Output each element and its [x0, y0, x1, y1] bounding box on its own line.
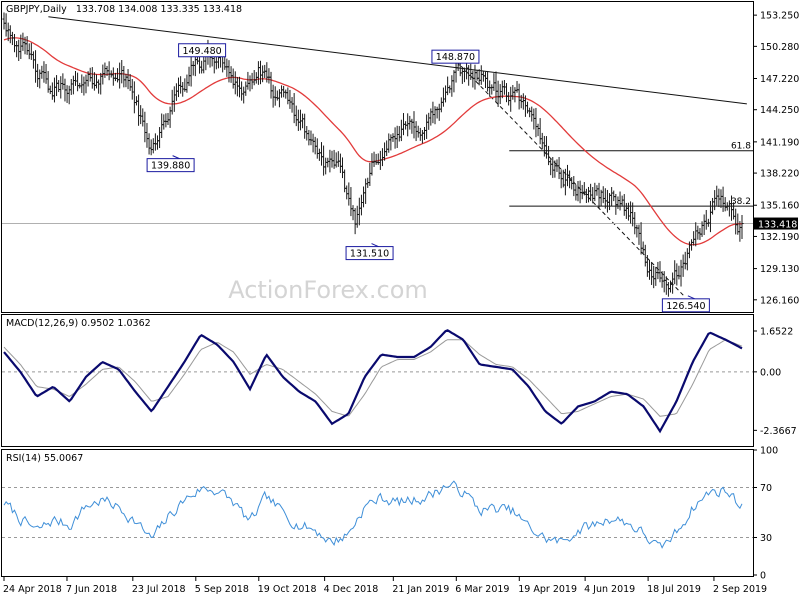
watermark: ActionForex.com — [228, 276, 428, 304]
trendline — [48, 16, 747, 105]
rsi-y-tick-label: 0 — [760, 571, 766, 582]
macd-y-tick-label: 1.6522 — [760, 327, 793, 338]
rsi-panel-title: RSI(14) 55.0067 — [6, 453, 83, 464]
swing-label-box — [345, 246, 394, 261]
projection-line — [455, 60, 685, 297]
fib-level-label: 38.2 — [731, 197, 751, 207]
macd-y-tick-label: 0.00 — [760, 367, 781, 378]
price-y-tick-label: 132.190 — [760, 232, 799, 243]
moving-average-line — [3, 37, 742, 246]
rsi-y-tick-label: 100 — [760, 446, 778, 457]
price-y-tick-label: 138.220 — [760, 169, 799, 180]
rsi-panel-frame — [1, 449, 754, 577]
swing-label: 139.880 — [151, 161, 190, 172]
x-tick-label: 7 Jun 2018 — [66, 584, 117, 595]
price-panel-frame — [1, 1, 754, 313]
last-price-label: 133.418 — [758, 220, 797, 231]
price-annotations-layer: 149.480 139.880 131.510 148.870 126.540 — [146, 43, 710, 313]
macd-panel-title: MACD(12,26,9) 0.9502 1.0362 — [6, 318, 151, 329]
x-tick-label: 19 Apr 2019 — [518, 584, 577, 595]
x-tick-label: 2 Sep 2019 — [713, 584, 767, 595]
swing-label-box — [146, 158, 195, 173]
rsi-y-tick-label: 30 — [760, 533, 772, 544]
price-y-tick-label: 144.250 — [760, 105, 799, 116]
macd-line — [3, 329, 743, 434]
x-tick-label: 21 Jan 2019 — [392, 584, 449, 595]
price-bar — [740, 215, 744, 240]
price-bars-layer — [2, 12, 744, 297]
price-y-tick-label: 141.190 — [760, 137, 799, 148]
macd-layer — [2, 329, 753, 434]
x-tick-label: 24 Apr 2018 — [3, 584, 62, 595]
swing-label: 126.540 — [666, 301, 705, 312]
x-tick-label: 4 Jun 2019 — [584, 584, 635, 595]
x-tick-label: 5 Sep 2018 — [195, 584, 249, 595]
price-y-tick-label: 147.220 — [760, 74, 799, 85]
x-tick-label: 23 Jul 2018 — [132, 584, 186, 595]
x-tick-label: 18 Jul 2019 — [647, 584, 701, 595]
price-y-tick-label: 153.250 — [760, 11, 799, 22]
rsi-layer — [2, 480, 753, 549]
swing-label-box — [178, 43, 227, 58]
macd-y-tick-label: -2.3667 — [760, 426, 797, 437]
swing-label: 148.870 — [436, 52, 475, 63]
macd-panel-frame — [1, 314, 754, 447]
swing-label-box — [661, 298, 710, 313]
rsi-y-tick-label: 70 — [760, 483, 772, 494]
symbol-label: GBPJPY,Daily — [6, 4, 67, 15]
last-price-tag — [754, 217, 798, 230]
swing-label: 131.510 — [350, 249, 389, 260]
price-y-tick-label: 129.130 — [760, 264, 799, 275]
price-y-tick-label: 150.280 — [760, 42, 799, 53]
price-panel-title: GBPJPY,Daily 133.708 134.008 133.335 133… — [6, 4, 242, 15]
swing-label-box — [431, 49, 480, 64]
ohlc-values: 133.708 134.008 133.335 133.418 — [76, 4, 242, 15]
price-y-tick-label: 135.160 — [760, 201, 799, 212]
fib-level-label: 61.8 — [731, 142, 751, 152]
x-tick-label: 6 Mar 2019 — [455, 584, 509, 595]
x-tick-label: 19 Oct 2018 — [258, 584, 317, 595]
macd-signal-line — [3, 339, 743, 417]
x-tick-label: 4 Dec 2018 — [324, 584, 379, 595]
moving-average-layer — [3, 37, 742, 246]
rsi-line — [3, 480, 743, 549]
swing-label: 149.480 — [182, 46, 221, 57]
price-y-tick-label: 126.160 — [760, 295, 799, 306]
price-overlay-lines: 61.8 38.2 — [2, 16, 753, 297]
axes-layer: 153.250 150.280 147.220 144.250 141.190 138.2… — [3, 11, 799, 595]
